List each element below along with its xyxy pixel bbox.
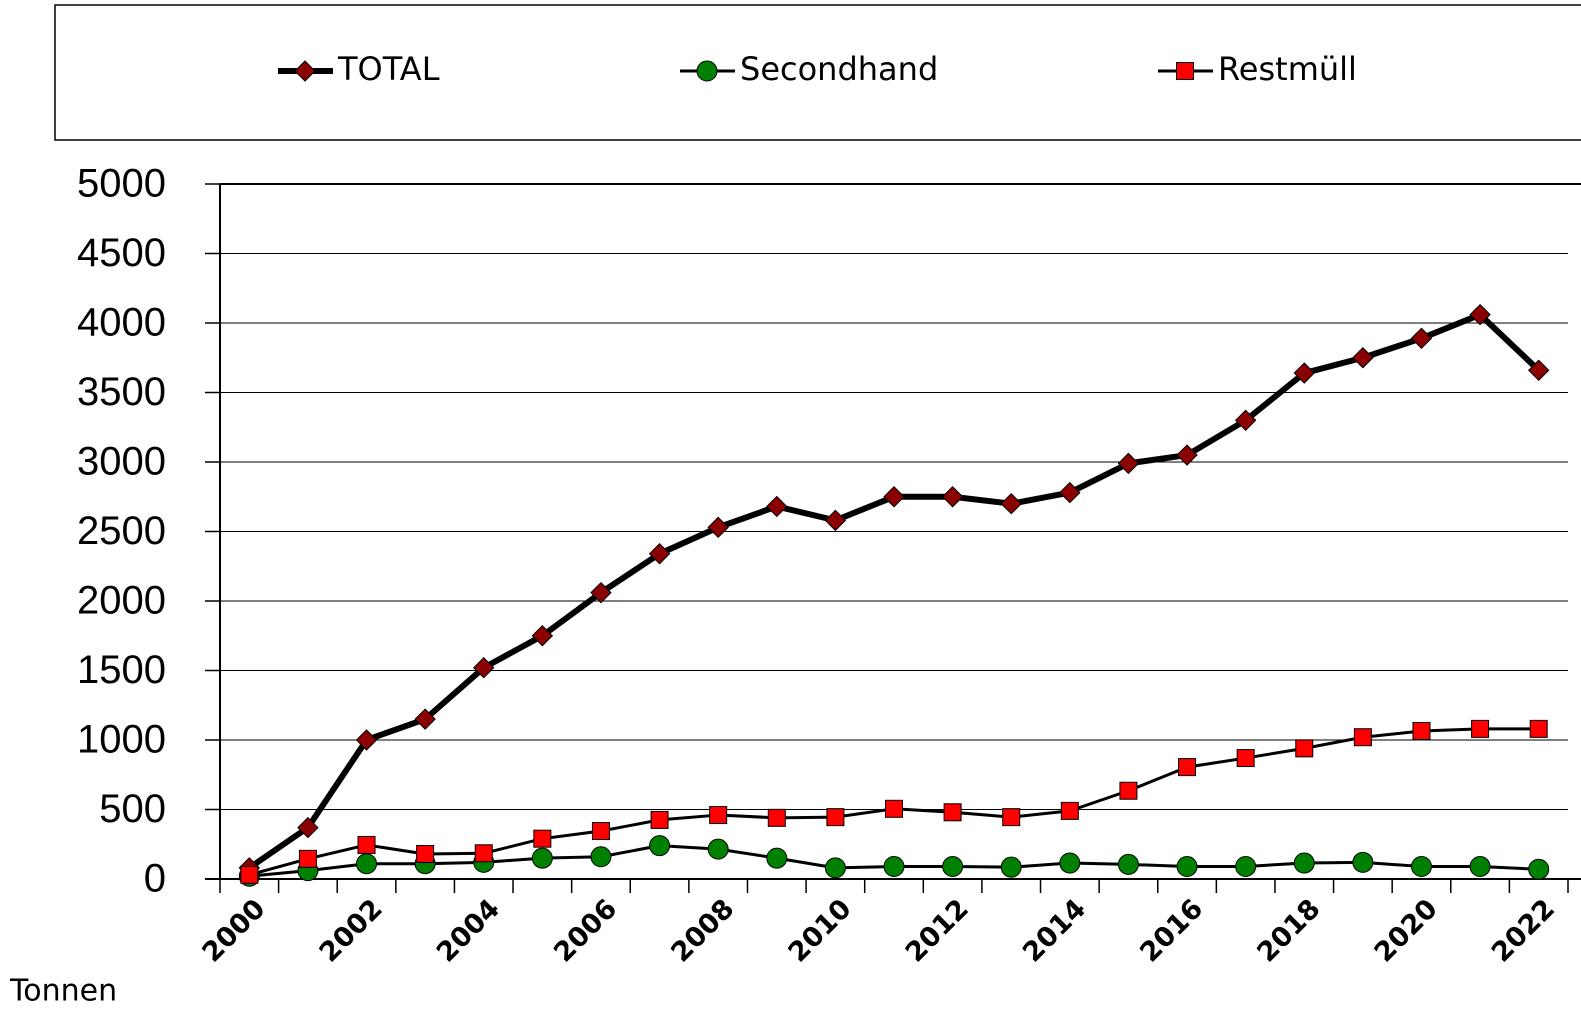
data-point: [533, 829, 552, 848]
data-point: [1469, 855, 1491, 877]
data-point: [356, 853, 378, 875]
data-point: [1352, 347, 1374, 369]
data-point: [474, 844, 493, 863]
x-tick-label: 2004: [431, 893, 506, 968]
data-point: [885, 799, 903, 818]
data-point: [1000, 492, 1022, 515]
data-point: [414, 708, 436, 730]
data-point: [531, 625, 554, 647]
legend-label: TOTAL: [337, 50, 440, 88]
data-point: [297, 816, 319, 839]
data-point: [826, 808, 845, 827]
data-point: [942, 855, 964, 877]
data-point: [416, 844, 435, 863]
x-tick-label: 2010: [783, 893, 858, 968]
data-point: [355, 729, 378, 751]
data-point: [941, 486, 964, 508]
data-point: [298, 849, 317, 868]
y-tick-label: 500: [99, 787, 166, 831]
x-tick-label: 2014: [1017, 893, 1092, 968]
x-tick-label: 2008: [665, 893, 740, 968]
data-point: [1410, 327, 1433, 349]
data-point: [649, 835, 671, 857]
data-point: [590, 581, 612, 604]
data-point: [531, 847, 553, 869]
data-point: [883, 855, 905, 877]
data-point: [1352, 851, 1374, 873]
data-point: [648, 543, 671, 565]
data-point: [1293, 362, 1315, 384]
legend-marker: [696, 60, 718, 82]
data-point: [1234, 409, 1257, 432]
data-point: [1529, 719, 1548, 738]
legend-marker: [1176, 62, 1194, 80]
x-tick-label: 2000: [196, 893, 271, 968]
legend-label: Secondhand: [740, 50, 938, 88]
y-tick-label: 2000: [77, 579, 166, 623]
data-point: [1236, 749, 1255, 768]
data-point: [1002, 808, 1021, 827]
data-point: [1469, 303, 1491, 326]
data-point: [1295, 739, 1314, 758]
x-tick-label: 2006: [548, 893, 623, 968]
y-tick-label: 1500: [77, 648, 166, 692]
data-point: [1235, 855, 1257, 877]
data-point: [1293, 852, 1315, 874]
data-point: [473, 657, 495, 679]
data-point: [707, 838, 729, 860]
y-unit-label: Tonnen: [9, 974, 117, 1009]
data-point: [883, 486, 905, 508]
data-point: [1176, 444, 1198, 466]
data-point: [1060, 801, 1079, 820]
data-point: [590, 846, 612, 868]
data-point: [1117, 853, 1139, 875]
data-point: [1353, 728, 1372, 747]
data-point: [1528, 858, 1550, 880]
data-point: [1527, 359, 1550, 381]
data-point: [707, 516, 729, 539]
data-point: [1117, 452, 1140, 475]
data-point: [1176, 855, 1198, 877]
data-point: [767, 808, 786, 827]
x-tick-label: 2018: [1251, 893, 1326, 968]
data-point: [650, 810, 669, 829]
data-point: [1059, 852, 1081, 874]
y-tick-label: 3000: [77, 440, 166, 484]
x-tick-label: 2020: [1369, 893, 1444, 968]
data-point: [1410, 855, 1432, 877]
data-point: [240, 865, 259, 884]
data-point: [1000, 856, 1022, 878]
data-point: [1412, 721, 1431, 740]
legend-label: Restmüll: [1218, 50, 1357, 88]
data-point: [1471, 719, 1490, 738]
data-point: [357, 835, 376, 854]
series-line: [247, 311, 1541, 871]
data-point: [824, 509, 847, 532]
x-tick-label: 2002: [314, 893, 389, 968]
legend-marker: [294, 60, 316, 82]
data-point: [824, 857, 846, 879]
y-tick-label: 3500: [77, 370, 166, 414]
y-tick-label: 4000: [77, 301, 166, 345]
data-point: [943, 803, 962, 822]
y-tick-label: 0: [144, 857, 166, 901]
data-point: [591, 822, 610, 841]
data-point: [766, 847, 788, 869]
data-point: [709, 806, 728, 825]
y-tick-label: 4500: [77, 231, 166, 275]
y-tick-label: 5000: [77, 162, 166, 206]
x-tick-label: 2012: [900, 893, 975, 968]
data-point: [766, 495, 788, 518]
data-point: [1119, 781, 1138, 800]
x-tick-label: 2022: [1486, 893, 1561, 968]
y-tick-label: 2500: [77, 509, 166, 553]
data-point: [1059, 481, 1081, 504]
data-point: [1178, 758, 1197, 777]
y-tick-label: 1000: [77, 718, 166, 762]
x-tick-label: 2016: [1134, 893, 1209, 968]
